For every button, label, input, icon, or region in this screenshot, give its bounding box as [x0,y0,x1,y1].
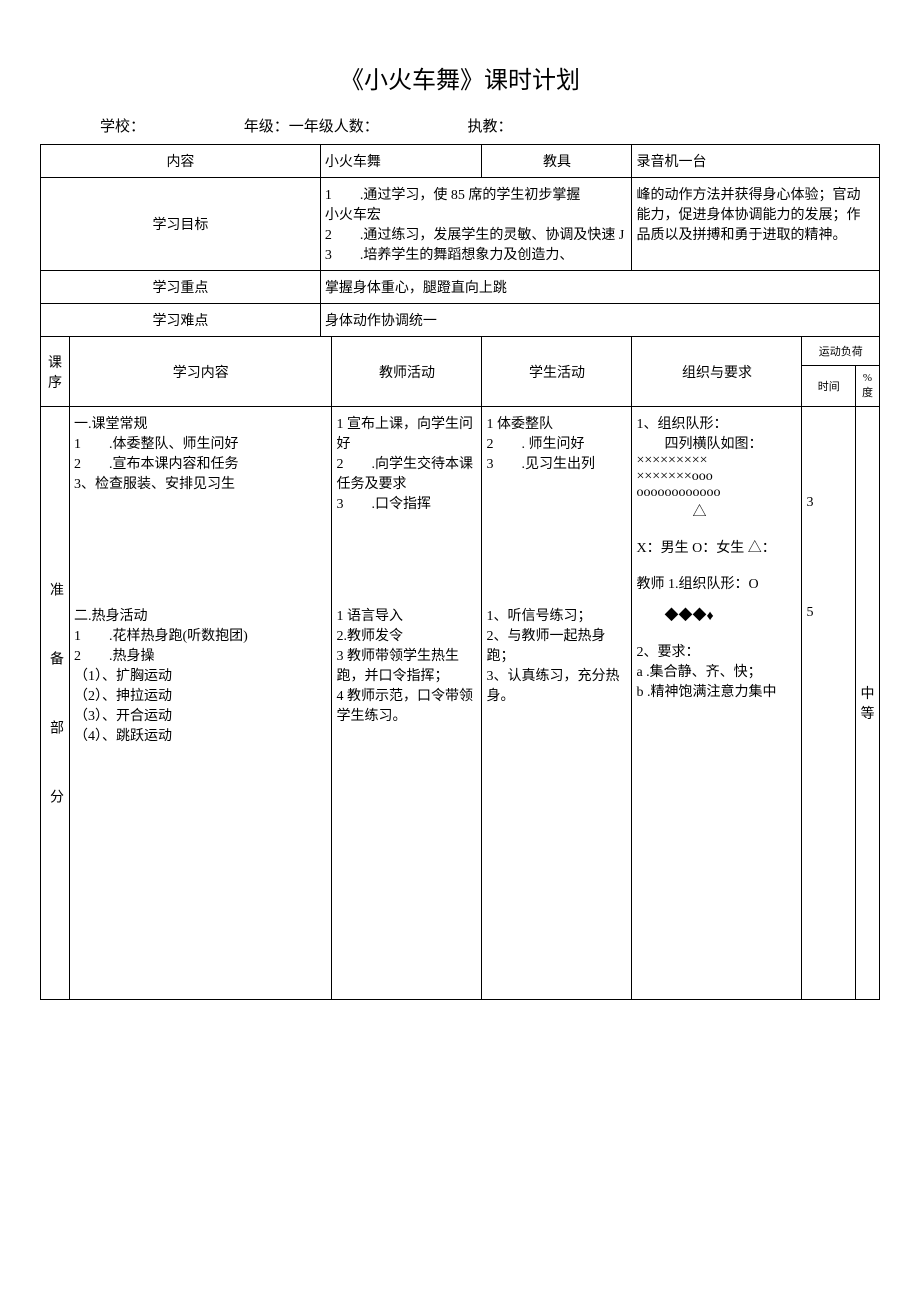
row-difficulty: 学习难点 身体动作协调统一 [41,304,880,337]
tool-value: 录音机一台 [632,145,880,178]
section2-content: 二.热身活动 1 .花样热身跑(听数抱团) 2 .热身操 （1）、扩胸运动 （2… [70,599,332,999]
col-teacher: 教师活动 [332,337,482,407]
goal-left: 1 .通过学习，使 85 席的学生初步掌握 小火车宏 2 .通过练习，发展学生的… [320,178,632,271]
col-content: 学习内容 [70,337,332,407]
row-section2: 二.热身活动 1 .花样热身跑(听数抱团) 2 .热身操 （1）、扩胸运动 （2… [41,599,880,999]
section1-student: 1 体委整队 2 . 师生问好 3 .见习生出列 [482,407,632,600]
section1-teacher: 1 宣布上课，向学生问好 2 .向学生交待本课任务及要求 3 .口令指挥 [332,407,482,600]
header-meta: 学校： 年级：一年级人数： 执教： [40,115,880,136]
section1-seq: 准 备 部 分 [41,407,70,1000]
section1-intensity: 中等 [856,407,880,1000]
col-load: 运动负荷 [802,337,880,366]
col-student: 学生活动 [482,337,632,407]
teacher-label: 执教： [468,115,568,136]
section2-student: 1、听信号练习； 2、与教师一起热身跑； 3、认真练习，充分热身。 [482,599,632,999]
goal-right: 峰的动作方法并获得身心体验；官动 能力，促进身体协调能力的发展；作 品质以及拼搏… [632,178,880,271]
section1-time: 3 [802,407,856,600]
row-content: 内容 小火车舞 教具 录音机一台 [41,145,880,178]
col-seq: 课序 [41,337,70,407]
lesson-plan-table: 内容 小火车舞 教具 录音机一台 学习目标 1 .通过学习，使 85 席的学生初… [40,144,880,1000]
focus-value: 掌握身体重心，腿蹬直向上跳 [320,271,879,304]
page-title: 《小火车舞》课时计划 [40,60,880,95]
focus-label: 学习重点 [41,271,321,304]
tool-label: 教具 [482,145,632,178]
row-goal: 学习目标 1 .通过学习，使 85 席的学生初步掌握 小火车宏 2 .通过练习，… [41,178,880,271]
content-value: 小火车舞 [320,145,482,178]
content-label: 内容 [41,145,321,178]
row-section1: 准 备 部 分 一.课堂常规 1 .体委整队、师生问好 2 .宣布本课内容和任务… [41,407,880,600]
grade-label: 年级：一年级人数： [244,115,464,136]
section1-org: 1、组织队形： 四列横队如图： ××××××××× ×××××××ooo ooo… [632,407,802,600]
goal-label: 学习目标 [41,178,321,271]
section2-time: 5 [802,599,856,999]
difficulty-value: 身体动作协调统一 [320,304,879,337]
school-label: 学校： [100,115,240,136]
row-columns-header: 课序 学习内容 教师活动 学生活动 组织与要求 运动负荷 [41,337,880,366]
difficulty-label: 学习难点 [41,304,321,337]
section2-teacher: 1 语言导入 2.教师发令 3 教师带领学生热生跑，并口令指挥； 4 教师示范，… [332,599,482,999]
col-time: 时间 [802,366,856,407]
col-intensity: %度 [856,366,880,407]
col-org: 组织与要求 [632,337,802,407]
section1-content: 一.课堂常规 1 .体委整队、师生问好 2 .宣布本课内容和任务 3、检查服装、… [70,407,332,600]
row-focus: 学习重点 掌握身体重心，腿蹬直向上跳 [41,271,880,304]
section2-org: ◆◆◆♦ 2、要求： a .集合静、齐、快； b .精神饱满注意力集中 [632,599,802,999]
